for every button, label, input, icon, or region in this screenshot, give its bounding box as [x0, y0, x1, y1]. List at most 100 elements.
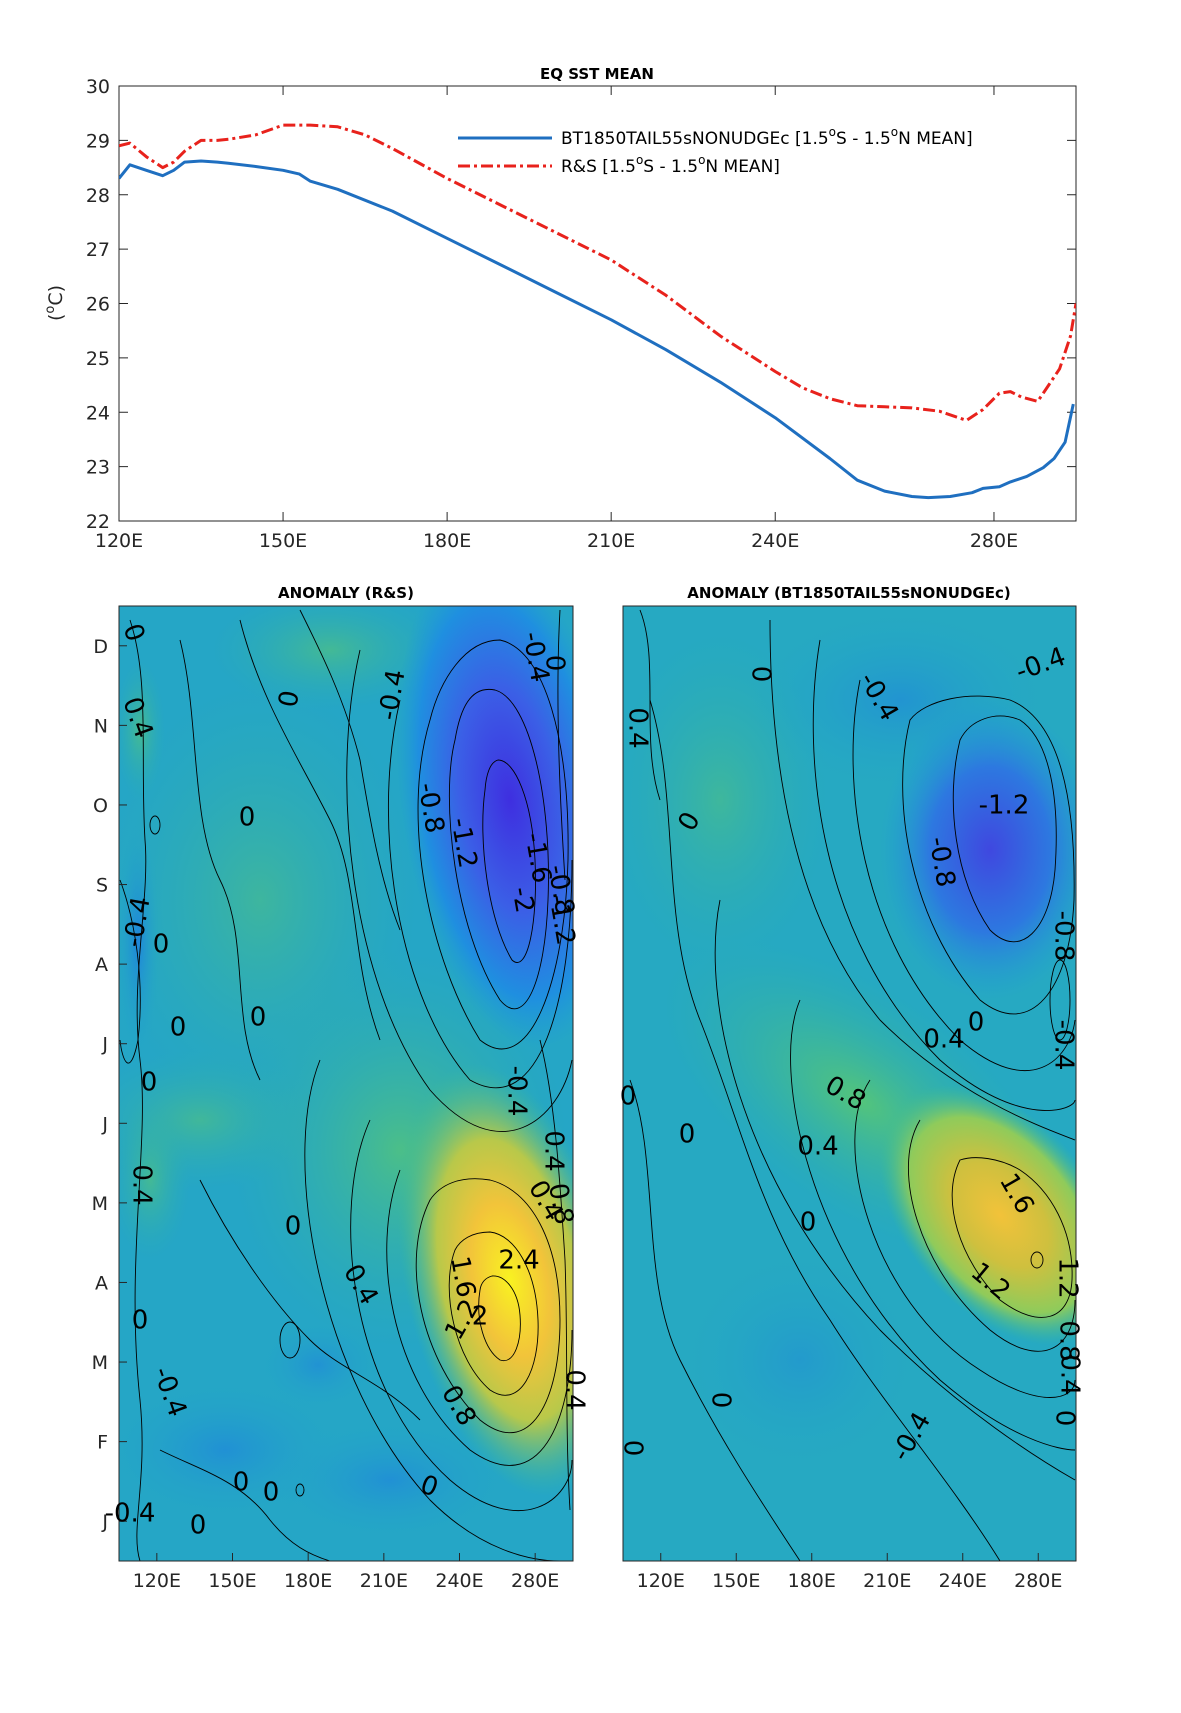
legend: BT1850TAIL55sNONUDGEc [1.5oS - 1.5oN MEA…	[458, 125, 973, 177]
contour-label: -0.4	[502, 1066, 532, 1117]
contour-label: 0	[190, 1511, 207, 1541]
x-tick-label: 240E	[751, 530, 799, 552]
y-tick-label: O	[93, 795, 108, 817]
y-axis-label: (oC)	[43, 285, 67, 321]
contour-label: 0	[620, 1082, 637, 1112]
x-tick-label: 180E	[788, 1570, 836, 1592]
x-tick-label: 280E	[511, 1570, 559, 1592]
contour-label: 0	[153, 930, 170, 960]
contour-label: 0.4	[560, 1369, 590, 1410]
heatmap-rs-field	[119, 606, 573, 1561]
y-tick-label: 30	[86, 76, 110, 98]
line-series	[119, 123, 1076, 500]
y-tick-label: N	[94, 715, 108, 737]
heatmap-model-frame	[622, 605, 1077, 1562]
heatmap-model-contours	[629, 609, 1076, 1561]
y-tick-label: 22	[86, 511, 110, 533]
x-tick-label: 120E	[95, 530, 143, 552]
line-chart: EQ SST MEAN 22 23 24 25 26 27 28 29 30 120E 150E 18…	[43, 65, 1077, 552]
y-tick-label: J	[101, 1113, 108, 1135]
x-tick-label: 210E	[863, 1570, 911, 1592]
x-tick-label: 150E	[208, 1570, 256, 1592]
contour-label: 0	[170, 1013, 187, 1043]
contour-label: 0	[746, 666, 776, 683]
line-chart-title: EQ SST MEAN	[540, 65, 654, 83]
y-tick-label: J	[101, 1511, 108, 1533]
plot-frame	[118, 85, 1077, 522]
contour-label: 0	[800, 1208, 817, 1238]
contour-label: -0.4	[1049, 1020, 1079, 1071]
x-tick-label: 210E	[587, 530, 635, 552]
y-tick-label: 24	[86, 402, 110, 424]
contour-label: 0.4	[797, 1132, 838, 1162]
contour-label: 0	[618, 1440, 648, 1457]
x-tick-label: 210E	[360, 1570, 408, 1592]
contour-label: -2	[505, 885, 539, 916]
contour-label: 0.4	[127, 1164, 157, 1205]
heatmap-rs-contours	[119, 609, 573, 1561]
contour-label: 0	[263, 1478, 280, 1508]
contour-label: 2.4	[498, 1246, 539, 1276]
y-tick-label: 29	[86, 130, 110, 152]
x-tick-label: 120E	[133, 1570, 181, 1592]
contour-label: 0	[706, 1392, 736, 1409]
contour-label: 0	[1050, 1410, 1080, 1427]
y-tick-label: 27	[86, 239, 110, 261]
heatmap-model-field	[623, 606, 1076, 1561]
x-tick-label: 150E	[259, 530, 307, 552]
legend-text-rs: R&S [1.5oS - 1.5oN MEAN]	[561, 153, 780, 177]
contour-label: 0	[540, 655, 570, 672]
contour-label: 1.6	[444, 1254, 481, 1300]
contour-label: 0.4	[539, 1130, 569, 1171]
contour-label: 0	[233, 1468, 250, 1498]
axis-ticks: 22 23 24 25 26 27 28 29 30 120E 150E 180E 210E 240E 28…	[86, 76, 1076, 552]
y-tick-label: A	[95, 1272, 108, 1294]
contour-label: -0.4	[105, 1499, 156, 1529]
x-tick-label: 150E	[712, 1570, 760, 1592]
contour-label: 0	[141, 1068, 158, 1098]
contour-label: 0	[250, 1003, 267, 1033]
heatmap-rs-y-ticks: D N O S A J J M A M F J	[92, 636, 127, 1533]
x-tick-label: 240E	[435, 1570, 483, 1592]
heatmap-rs-title: ANOMALY (R&S)	[278, 584, 414, 602]
contour-label: 1.2	[1053, 1257, 1083, 1298]
x-tick-label: 240E	[939, 1570, 987, 1592]
heatmap-rs: ANOMALY (R&S)	[92, 584, 590, 1592]
y-tick-label: J	[101, 1034, 108, 1056]
x-tick-label: 180E	[284, 1570, 332, 1592]
heatmap-rs-frame	[118, 605, 574, 1562]
heatmap-rs-x-ticks: 120E 150E 180E 210E 240E 280E	[133, 1553, 559, 1592]
x-tick-label: 280E	[1014, 1570, 1062, 1592]
contour-label: 2	[472, 1302, 489, 1332]
x-tick-label: 120E	[637, 1570, 685, 1592]
series-line-rs	[119, 123, 1076, 422]
heatmap-model: ANOMALY (BT1850TAIL55sNONUDGEc)	[618, 584, 1085, 1592]
contour-label: 0	[273, 688, 305, 710]
x-tick-label: 180E	[423, 530, 471, 552]
svg-text:(oC): (oC)	[43, 285, 67, 321]
contour-label: 0	[968, 1008, 985, 1038]
contour-label: 0.4	[623, 707, 653, 748]
heatmap-model-title: ANOMALY (BT1850TAIL55sNONUDGEc)	[687, 584, 1010, 602]
y-tick-label: A	[95, 954, 108, 976]
contour-label: 0.8	[542, 1181, 579, 1227]
y-tick-label: 23	[86, 457, 110, 479]
heatmap-model-contour-labels: 0 -0.4-0.40.40-1.2-0.8-0.800.4 -0.40.80.40…	[618, 642, 1085, 1466]
contour-label: 0	[239, 803, 256, 833]
legend-text-model: BT1850TAIL55sNONUDGEc [1.5oS - 1.5oN MEA…	[561, 125, 973, 149]
y-tick-label: 28	[86, 185, 110, 207]
contour-label: -1.2	[979, 791, 1030, 821]
y-tick-label: M	[92, 1352, 108, 1374]
contour-label: 0.8	[1054, 1320, 1084, 1361]
contour-label: 0	[285, 1212, 302, 1242]
y-tick-label: 25	[86, 348, 110, 370]
y-tick-label: M	[92, 1193, 108, 1215]
contour-label: 0	[132, 1306, 149, 1336]
contour-label: 0	[679, 1120, 696, 1150]
y-tick-label: 26	[86, 294, 110, 316]
series-line-model	[119, 159, 1075, 500]
heatmap-model-x-ticks: 120E 150E 180E 210E 240E 280E	[637, 1553, 1062, 1592]
contour-label: 0.4	[1055, 1354, 1085, 1395]
contour-label: -0.8	[1049, 911, 1079, 962]
